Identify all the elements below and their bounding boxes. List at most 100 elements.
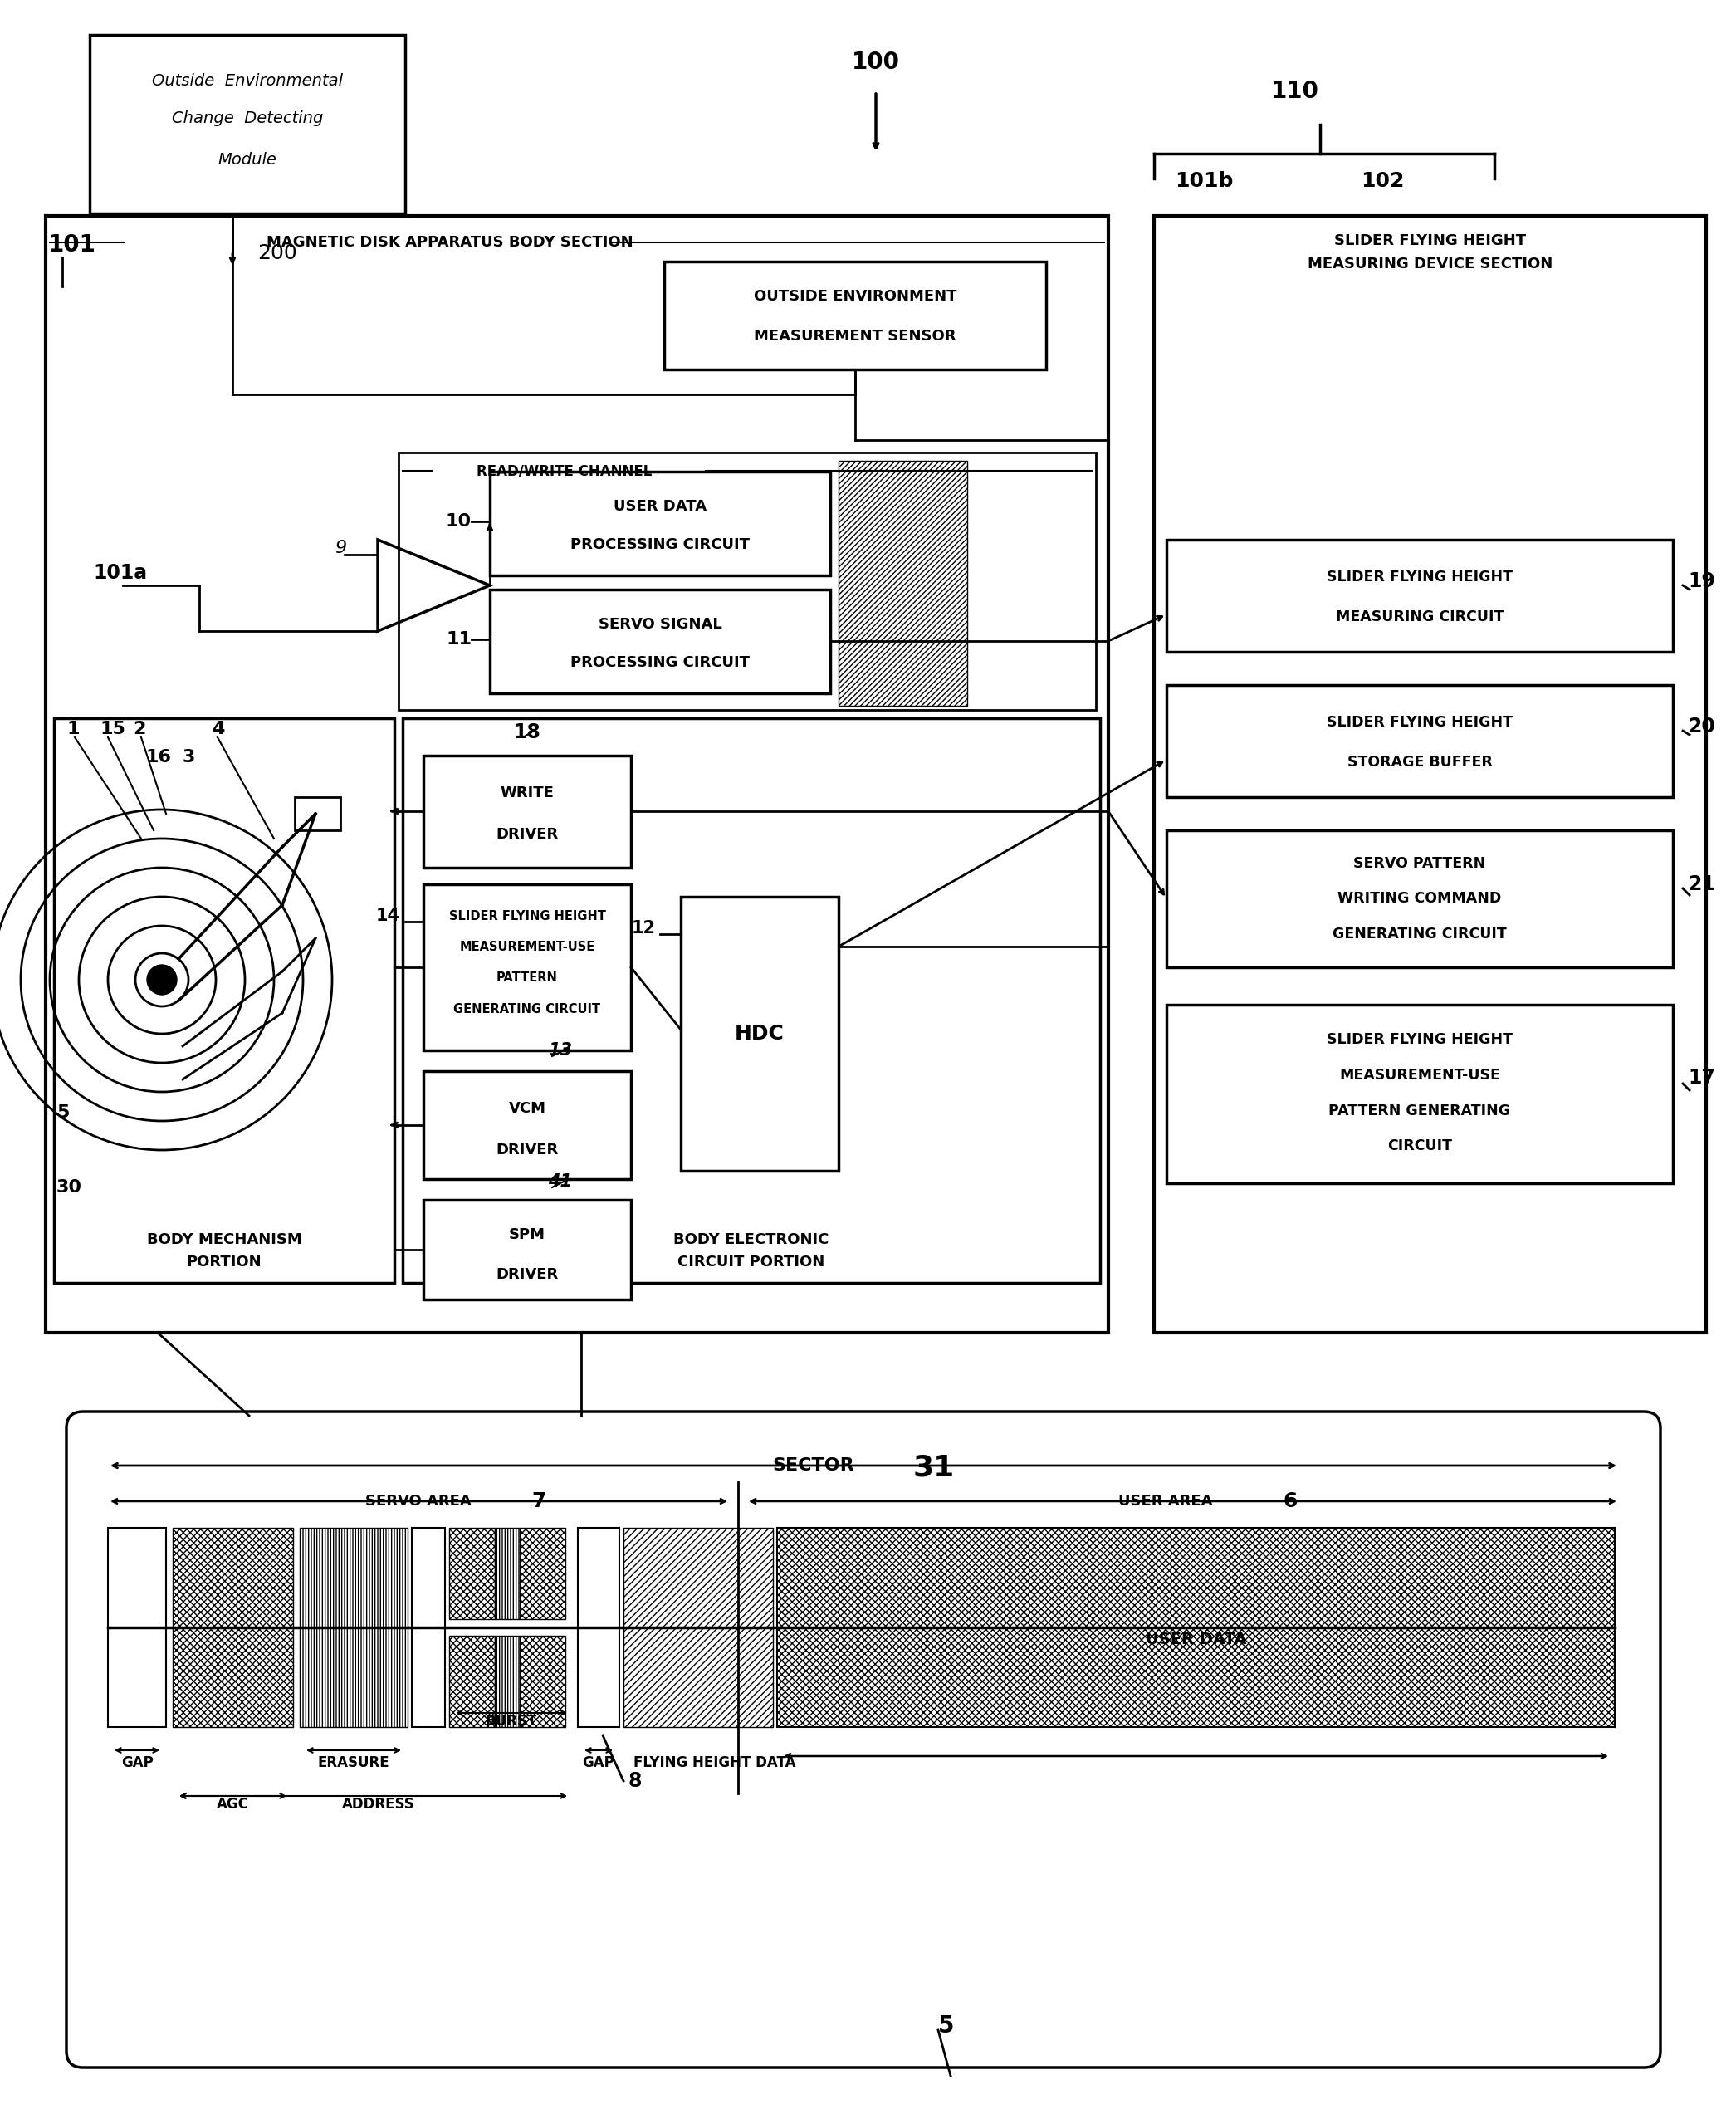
Text: GAP: GAP bbox=[122, 1755, 153, 1769]
Text: 2: 2 bbox=[134, 721, 146, 738]
Text: 4: 4 bbox=[212, 721, 224, 738]
Text: Outside  Environmental: Outside Environmental bbox=[153, 72, 344, 89]
Bar bbox=[424, 1072, 630, 1180]
Text: Module: Module bbox=[219, 152, 276, 167]
Text: 6: 6 bbox=[1283, 1490, 1297, 1512]
Text: GENERATING CIRCUIT: GENERATING CIRCUIT bbox=[453, 1002, 601, 1015]
Text: 101b: 101b bbox=[1175, 171, 1233, 190]
Text: 19: 19 bbox=[1687, 571, 1715, 592]
Text: DRIVER: DRIVER bbox=[496, 1266, 559, 1281]
Text: 10: 10 bbox=[446, 514, 472, 531]
Text: STORAGE BUFFER: STORAGE BUFFER bbox=[1347, 755, 1493, 769]
Text: 7: 7 bbox=[531, 1490, 547, 1512]
Text: CIRCUIT PORTION: CIRCUIT PORTION bbox=[677, 1254, 825, 1271]
Text: MAGNETIC DISK APPARATUS BODY SECTION: MAGNETIC DISK APPARATUS BODY SECTION bbox=[266, 235, 634, 249]
Text: USER AREA: USER AREA bbox=[1118, 1495, 1213, 1509]
Text: SLIDER FLYING HEIGHT: SLIDER FLYING HEIGHT bbox=[1326, 569, 1512, 586]
Bar bbox=[665, 262, 1047, 370]
Text: 11: 11 bbox=[446, 632, 472, 647]
Text: 15: 15 bbox=[99, 721, 125, 738]
Text: GENERATING CIRCUIT: GENERATING CIRCUIT bbox=[1333, 926, 1507, 941]
Text: AGC: AGC bbox=[217, 1797, 248, 1812]
Text: 13: 13 bbox=[549, 1042, 573, 1059]
Text: SERVO SIGNAL: SERVO SIGNAL bbox=[599, 617, 722, 632]
Bar bbox=[1154, 216, 1706, 1332]
Text: 102: 102 bbox=[1361, 171, 1404, 190]
Bar bbox=[495, 1528, 519, 1619]
Bar bbox=[490, 471, 830, 575]
Bar bbox=[108, 1528, 167, 1727]
Text: OUTSIDE ENVIRONMENT: OUTSIDE ENVIRONMENT bbox=[753, 290, 957, 304]
Text: BODY MECHANISM: BODY MECHANISM bbox=[146, 1232, 302, 1247]
Bar bbox=[90, 34, 404, 214]
Bar bbox=[424, 1201, 630, 1300]
Text: SLIDER FLYING HEIGHT: SLIDER FLYING HEIGHT bbox=[1335, 233, 1526, 247]
Bar bbox=[424, 755, 630, 867]
Text: BODY ELECTRONIC: BODY ELECTRONIC bbox=[674, 1232, 830, 1247]
Bar bbox=[838, 461, 967, 706]
FancyBboxPatch shape bbox=[66, 1412, 1660, 2067]
Text: ADDRESS: ADDRESS bbox=[342, 1797, 415, 1812]
Bar bbox=[519, 1528, 566, 1619]
Bar bbox=[172, 1528, 293, 1727]
Bar bbox=[1167, 685, 1674, 797]
Text: READ/WRITE CHANNEL: READ/WRITE CHANNEL bbox=[477, 463, 653, 478]
Text: 16: 16 bbox=[146, 748, 172, 765]
Bar bbox=[681, 896, 838, 1171]
Text: 20: 20 bbox=[1687, 717, 1715, 736]
Bar bbox=[1167, 539, 1674, 651]
Text: PATTERN GENERATING: PATTERN GENERATING bbox=[1328, 1104, 1510, 1118]
Text: 17: 17 bbox=[1687, 1068, 1715, 1089]
Bar bbox=[450, 1636, 495, 1727]
Bar bbox=[450, 1528, 495, 1619]
Text: CIRCUIT: CIRCUIT bbox=[1387, 1137, 1451, 1154]
Text: SLIDER FLYING HEIGHT: SLIDER FLYING HEIGHT bbox=[1326, 1032, 1512, 1046]
Text: FLYING HEIGHT DATA: FLYING HEIGHT DATA bbox=[634, 1755, 797, 1769]
Text: 5: 5 bbox=[939, 2015, 955, 2038]
Text: HDC: HDC bbox=[734, 1023, 785, 1044]
Text: 21: 21 bbox=[1687, 875, 1715, 894]
Bar bbox=[411, 1528, 444, 1727]
Text: PROCESSING CIRCUIT: PROCESSING CIRCUIT bbox=[571, 537, 750, 552]
Bar bbox=[623, 1528, 773, 1727]
Text: ERASURE: ERASURE bbox=[318, 1755, 389, 1769]
Text: WRITING COMMAND: WRITING COMMAND bbox=[1338, 890, 1502, 907]
Text: MEASUREMENT-USE: MEASUREMENT-USE bbox=[1338, 1068, 1500, 1082]
Text: 41: 41 bbox=[549, 1173, 573, 1190]
Text: VCM: VCM bbox=[509, 1101, 545, 1116]
Text: 12: 12 bbox=[632, 920, 656, 937]
Bar bbox=[1167, 831, 1674, 968]
Text: SLIDER FLYING HEIGHT: SLIDER FLYING HEIGHT bbox=[1326, 715, 1512, 729]
Text: SECTOR: SECTOR bbox=[773, 1457, 854, 1473]
Bar bbox=[778, 1528, 1614, 1727]
Text: SPM: SPM bbox=[509, 1228, 545, 1243]
Bar bbox=[399, 452, 1095, 710]
Text: USER DATA: USER DATA bbox=[613, 499, 707, 514]
Circle shape bbox=[148, 964, 177, 996]
Bar bbox=[424, 884, 630, 1051]
Text: 110: 110 bbox=[1271, 80, 1319, 104]
Bar bbox=[295, 797, 340, 831]
Text: PORTION: PORTION bbox=[186, 1254, 262, 1271]
Text: 200: 200 bbox=[257, 243, 297, 264]
Bar bbox=[519, 1636, 566, 1727]
Bar bbox=[490, 590, 830, 693]
Text: 101a: 101a bbox=[94, 562, 148, 583]
Text: WRITE: WRITE bbox=[500, 786, 554, 801]
Text: GAP: GAP bbox=[583, 1755, 615, 1769]
Text: 31: 31 bbox=[913, 1454, 955, 1482]
Text: SERVO AREA: SERVO AREA bbox=[365, 1495, 472, 1509]
Text: PROCESSING CIRCUIT: PROCESSING CIRCUIT bbox=[571, 655, 750, 670]
Text: MEASUREMENT SENSOR: MEASUREMENT SENSOR bbox=[753, 330, 957, 345]
Text: PATTERN: PATTERN bbox=[496, 970, 557, 983]
Bar bbox=[45, 216, 1108, 1332]
Bar bbox=[54, 719, 394, 1283]
Bar bbox=[578, 1528, 620, 1727]
Text: 5: 5 bbox=[57, 1104, 69, 1120]
Text: 8: 8 bbox=[628, 1772, 641, 1791]
Text: MEASUREMENT-USE: MEASUREMENT-USE bbox=[460, 941, 595, 953]
Bar bbox=[495, 1636, 519, 1727]
Text: BURST: BURST bbox=[486, 1714, 536, 1729]
Text: SERVO PATTERN: SERVO PATTERN bbox=[1354, 856, 1486, 871]
Text: Change  Detecting: Change Detecting bbox=[172, 110, 323, 127]
